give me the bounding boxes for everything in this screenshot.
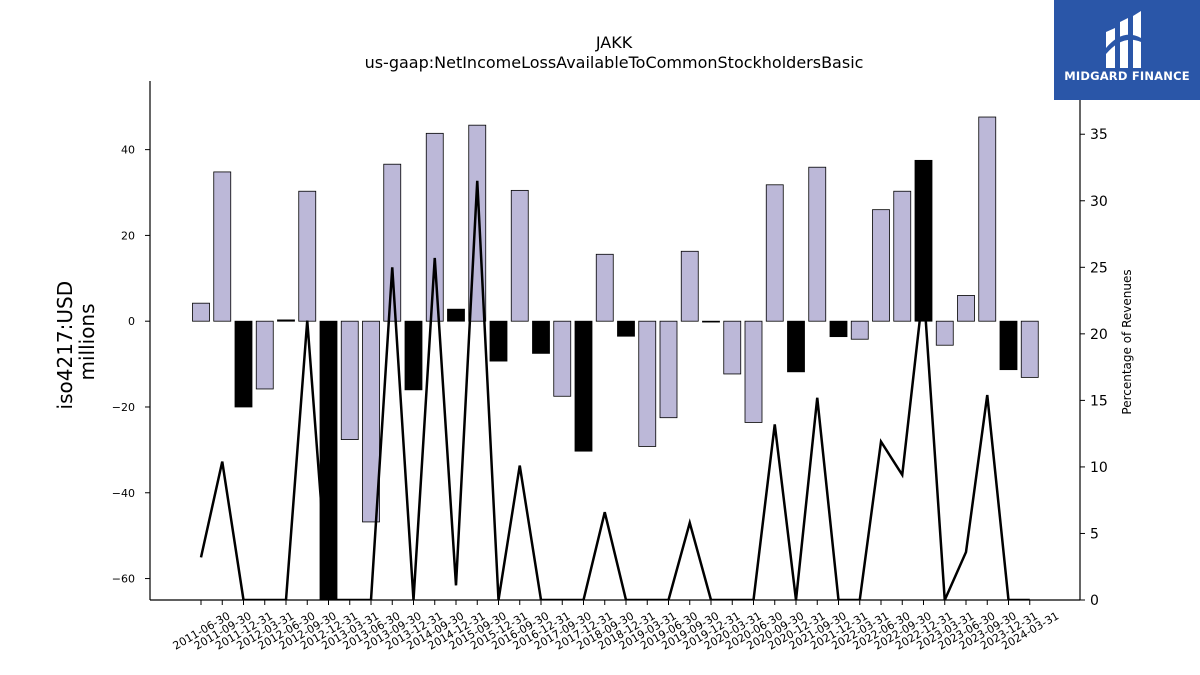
y2-axis-label: Percentage of Revenues	[1120, 269, 1134, 414]
bar-2018-12-31	[617, 320, 635, 337]
bar-group	[192, 116, 1039, 600]
y-axis-label: iso4217:USD millions	[53, 275, 99, 410]
bar-2014-09-30	[425, 132, 444, 322]
y2-tick-label: 30	[1090, 194, 1108, 210]
bar-2020-06-30	[744, 320, 763, 423]
bar-2020-12-31	[787, 320, 805, 373]
midgard-finance-logo: MIDGARD FINANCE	[1054, 0, 1200, 100]
chart-title: JAKK	[595, 33, 633, 52]
bar-2013-09-30	[383, 163, 402, 322]
bar-2011-12-31	[234, 320, 253, 408]
bar-2022-03-31	[850, 320, 869, 340]
y2-tick-label: 20	[1090, 327, 1108, 343]
bar-2023-03-31	[935, 320, 954, 346]
bar-2023-12-31	[999, 320, 1018, 371]
axes: −60−40−2002040051015202530352011-06-3020…	[112, 81, 1108, 653]
y2-tick-label: 10	[1090, 460, 1108, 476]
bar-2012-09-30	[298, 190, 317, 322]
bar-2022-12-31	[914, 159, 933, 322]
chart-subtitle: us-gaap:NetIncomeLossAvailableToCommonSt…	[365, 53, 864, 72]
bar-2018-09-30	[595, 253, 614, 322]
bar-2022-06-30	[872, 209, 890, 322]
y-tick-label: 0	[128, 315, 135, 328]
bar-2013-06-30	[362, 320, 380, 523]
bar-2012-12-31	[319, 320, 338, 600]
bar-2020-09-30	[765, 184, 784, 322]
bar-2016-09-30	[510, 189, 529, 322]
bar-2012-03-31	[255, 320, 274, 390]
y-tick-label: −60	[112, 573, 135, 586]
bar-2012-06-30	[277, 319, 295, 322]
y2-tick-label: 25	[1090, 260, 1108, 276]
bar-2021-12-31	[829, 320, 848, 338]
bar-2022-09-30	[893, 190, 912, 322]
bar-2017-09-30	[553, 320, 572, 397]
bar-2014-12-31	[447, 308, 465, 322]
y-tick-label: 40	[121, 144, 135, 157]
bar-2011-06-30	[192, 302, 210, 322]
bar-2019-06-30	[659, 320, 678, 419]
line-group	[199, 180, 1030, 600]
bar-2020-03-31	[723, 320, 742, 375]
bar-2023-06-30	[957, 295, 975, 322]
revenue-percentage-line	[199, 180, 1030, 600]
bar-2015-12-31	[489, 320, 508, 362]
bar-2017-12-31	[574, 320, 593, 452]
y2-tick-label: 15	[1090, 393, 1108, 409]
bar-2011-09-30	[213, 171, 232, 322]
bar-2019-03-31	[638, 320, 657, 447]
bar-2021-09-30	[808, 166, 827, 322]
bar-2016-12-31	[532, 320, 550, 354]
y-tick-label: −40	[112, 487, 135, 500]
y-tick-label: −20	[112, 401, 135, 414]
bar-2013-12-31	[404, 320, 423, 391]
bar-2013-03-31	[340, 320, 359, 440]
y-tick-label: 20	[121, 229, 135, 242]
logo-text: MIDGARD FINANCE	[1064, 69, 1190, 83]
bar-2019-09-30	[680, 250, 699, 322]
logo-mark-icon	[1106, 11, 1141, 68]
y2-tick-label: 5	[1090, 526, 1099, 542]
y2-tick-label: 0	[1090, 593, 1099, 609]
bar-2024-03-31	[1020, 320, 1039, 378]
bar-2023-09-30	[978, 116, 997, 322]
bar-2019-12-31	[702, 320, 720, 323]
y2-tick-label: 35	[1090, 127, 1108, 143]
